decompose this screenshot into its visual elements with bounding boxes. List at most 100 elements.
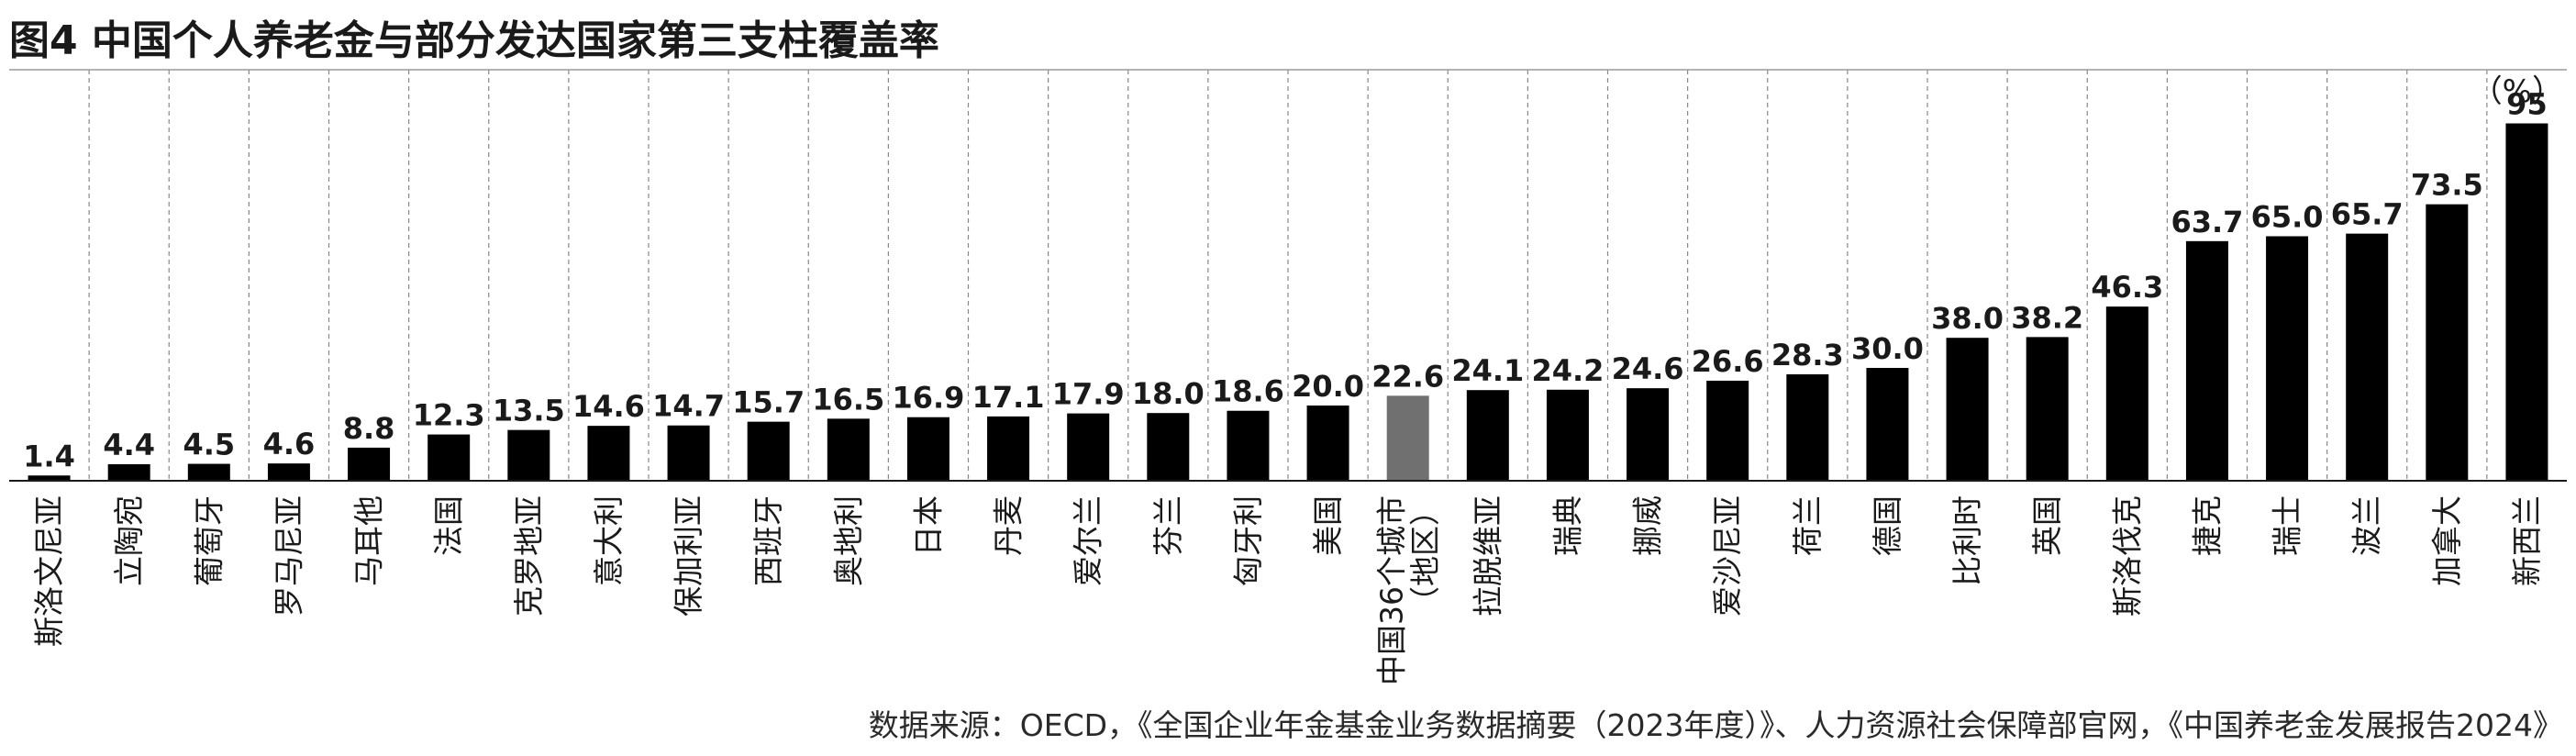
category-label: 丹麦 — [991, 495, 1027, 556]
gridlines — [88, 70, 2488, 481]
category-label: 斯洛伐克 — [2109, 495, 2145, 617]
value-label: 28.3 — [1771, 338, 1844, 372]
bar — [1946, 338, 1989, 481]
category-labels: 斯洛文尼亚 立陶宛 葡萄牙 罗马尼亚 马耳他 法国 克罗地亚 意大利 保加利亚 西班牙 奥地利 日本丹… — [31, 495, 2545, 685]
value-label: 18.6 — [1212, 374, 1284, 409]
bar — [1627, 388, 1670, 481]
value-label: 46.3 — [2091, 270, 2163, 305]
category-label: 法国 — [431, 495, 467, 556]
bar — [1227, 410, 1270, 481]
value-label: 1.4 — [23, 439, 75, 473]
bar — [187, 463, 230, 481]
bar — [348, 447, 391, 481]
category-label: 瑞士 — [2270, 495, 2305, 556]
value-label: 20.0 — [1292, 369, 1364, 404]
bar — [1466, 390, 1509, 481]
bar — [1546, 389, 1589, 481]
category-label: 德国 — [1870, 495, 1905, 556]
bars — [28, 123, 2548, 481]
value-label: 15.7 — [732, 385, 805, 420]
bar — [427, 434, 471, 481]
category-label: 匈牙利 — [1230, 495, 1266, 586]
bar — [2266, 236, 2309, 481]
chart-title: 图4 中国个人养老金与部分发达国家第三支柱覆盖率 — [9, 17, 939, 64]
category-label: 美国 — [1310, 495, 1346, 556]
category-label: 意大利 — [591, 495, 627, 586]
bar — [1067, 413, 1110, 481]
bar — [2505, 123, 2548, 481]
bar — [107, 463, 150, 481]
value-label: 63.7 — [2171, 205, 2243, 239]
value-label: 73.5 — [2411, 168, 2483, 203]
category-label: 日本 — [910, 495, 946, 556]
category-label: 克罗地亚 — [511, 495, 547, 617]
bar — [2026, 337, 2069, 481]
value-label: 22.6 — [1371, 359, 1444, 394]
value-label: 12.3 — [413, 398, 485, 433]
value-label: 26.6 — [1692, 344, 1764, 379]
category-label: 奥地利 — [830, 495, 866, 586]
value-label: 30.0 — [1851, 331, 1924, 366]
category-label: 瑞典 — [1549, 495, 1585, 556]
category-label: 葡萄牙 — [191, 495, 227, 586]
value-label: 14.7 — [652, 389, 725, 424]
bar — [2185, 240, 2228, 481]
category-label: 挪威 — [1630, 495, 1666, 556]
value-label: 38.2 — [2011, 300, 2083, 335]
category-label: 西班牙 — [750, 495, 786, 586]
bar — [1147, 413, 1190, 481]
category-label: 芬兰 — [1150, 495, 1186, 556]
category-label: 罗马尼亚 — [271, 495, 306, 617]
bar — [28, 475, 71, 481]
bar — [267, 463, 310, 481]
value-label: 16.9 — [892, 381, 964, 416]
category-label: 波兰 — [2349, 495, 2385, 556]
bar — [2105, 306, 2149, 481]
category-label: 英国 — [2029, 495, 2065, 556]
bar — [2346, 233, 2389, 481]
bar — [987, 416, 1030, 481]
category-label: 保加利亚 — [671, 495, 706, 617]
value-label: 24.2 — [1531, 353, 1604, 388]
category-label: 斯洛文尼亚 — [31, 495, 67, 647]
value-label: 17.1 — [972, 380, 1045, 415]
value-label: 24.1 — [1451, 353, 1524, 388]
value-label: 4.4 — [103, 428, 155, 462]
bar — [1386, 395, 1429, 481]
bar — [587, 426, 630, 481]
bar — [1866, 368, 1909, 481]
value-labels: 1.4 4.4 4.5 4.6 8.8 12.3 13.5 14.6 14.7 15.7 16.5 1… — [23, 87, 2547, 474]
value-label: 17.9 — [1052, 377, 1125, 412]
value-label: 95 — [2506, 87, 2548, 122]
bar — [827, 418, 870, 481]
category-label: 比利时 — [1949, 495, 1985, 586]
bar — [667, 425, 710, 481]
value-label: 14.6 — [572, 389, 645, 424]
value-label: 38.0 — [1931, 301, 2004, 336]
value-label: 4.5 — [183, 428, 235, 462]
category-label: 爱沙尼亚 — [1710, 495, 1746, 617]
source-note: 数据来源：OECD，《全国企业年金基金业务数据摘要（2023年度）》、人力资源社… — [868, 707, 2563, 743]
bar — [1706, 380, 1749, 481]
category-label: 捷克 — [2189, 495, 2225, 556]
value-label: 4.6 — [263, 427, 316, 461]
category-label: 拉脱维亚 — [1470, 495, 1505, 617]
bar — [1306, 406, 1349, 481]
value-label: 16.5 — [812, 382, 884, 417]
value-label: 13.5 — [493, 394, 565, 428]
value-label: 24.6 — [1612, 351, 1684, 386]
category-label: 立陶宛 — [111, 495, 147, 586]
value-label: 65.0 — [2251, 200, 2324, 235]
value-label: 8.8 — [343, 411, 395, 446]
category-label: 加拿大 — [2429, 495, 2465, 586]
bar — [747, 421, 790, 481]
category-label: 荷兰 — [1790, 495, 1826, 556]
value-label: 18.0 — [1132, 376, 1205, 411]
bar — [507, 429, 550, 481]
value-label: 65.7 — [2331, 197, 2404, 232]
bar — [2426, 204, 2469, 481]
category-label: 新西兰 — [2509, 495, 2545, 586]
category-label: 马耳他 — [351, 495, 387, 586]
bar — [906, 417, 949, 481]
